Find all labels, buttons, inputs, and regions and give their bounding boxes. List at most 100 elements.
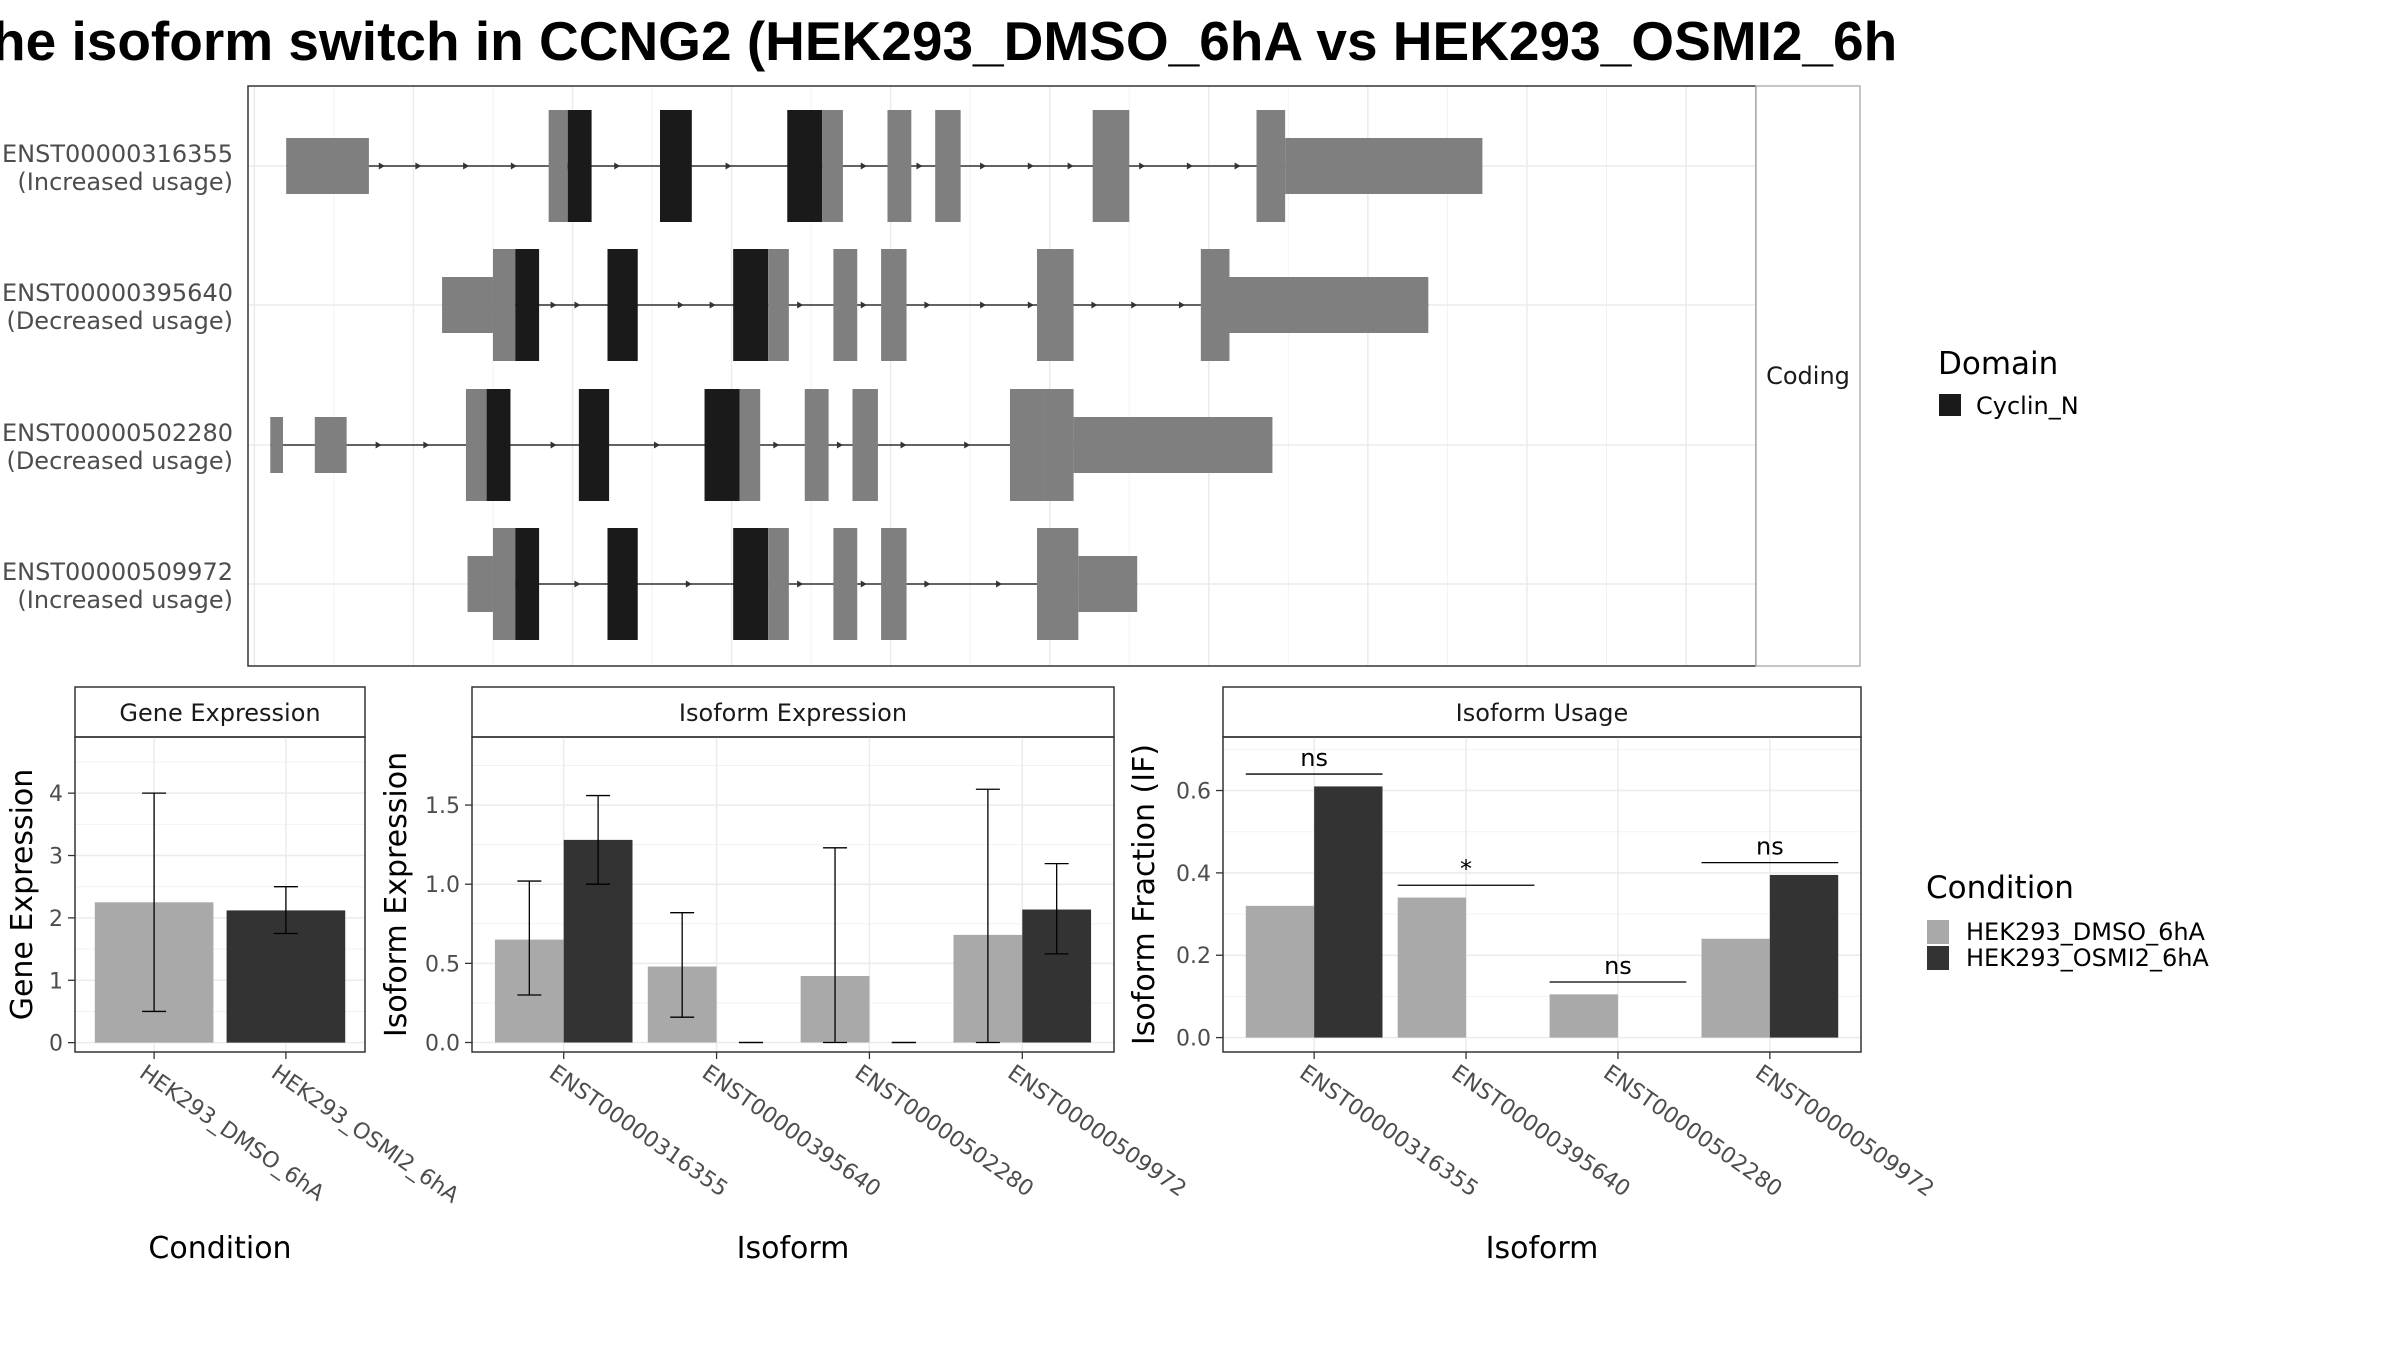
panel-strip-label: Isoform Expression (679, 699, 907, 727)
y-axis-title: Isoform Expression (379, 752, 414, 1037)
utr-exon (1073, 417, 1273, 473)
y-tick-label: 0.4 (1176, 862, 1211, 887)
panel-strip (1222, 686, 1862, 738)
y-tick-label: 0.2 (1176, 944, 1211, 969)
isoform-expression-panel: Isoform Expression0.00.51.01.5ENST000003… (379, 686, 1191, 1266)
y-axis-title: Gene Expression (5, 769, 40, 1021)
cyclin-domain-exon (578, 389, 610, 501)
cyclin-domain-exon (486, 389, 511, 501)
coding-exon (739, 389, 761, 501)
y-tick-label: 4 (49, 782, 63, 807)
domain-legend-label: Cyclin_N (1976, 392, 2079, 420)
intron-direction-arrow (550, 441, 557, 449)
utr-exon (467, 556, 493, 612)
y-tick-label: 1 (49, 969, 63, 994)
gene-expression-panel: Gene Expression01234HEK293_DMSO_6hAHEK29… (5, 686, 463, 1266)
intron-direction-arrow (510, 162, 517, 170)
cyclin-domain-exon (733, 528, 769, 640)
coding-exon (1036, 528, 1079, 640)
coding-exon (1044, 389, 1074, 501)
intron-direction-arrow (423, 441, 430, 449)
y-tick-label: 0.5 (425, 952, 460, 977)
coding-exon (1256, 110, 1286, 222)
coding-exon (1036, 249, 1074, 361)
transcript-id-label: ENST00000509972 (2, 558, 233, 586)
transcript-usage-label: (Increased usage) (17, 586, 233, 614)
y-tick-label: 1.5 (425, 794, 460, 819)
coding-exon (1009, 389, 1045, 501)
coding-exon (1092, 110, 1130, 222)
condition-legend-title: Condition (1926, 870, 2074, 906)
intron-direction-arrow (550, 301, 557, 309)
coding-strip-box (1755, 85, 1861, 667)
panel-border (471, 736, 1115, 1053)
cyclin-domain-exon (607, 249, 638, 361)
intron-direction-arrow (924, 580, 931, 588)
y-tick-label: 0 (49, 1032, 63, 1057)
bar-ENST00000316355 (1314, 786, 1383, 1038)
intron-direction-arrow (378, 162, 385, 170)
isoform-usage-panel: Isoform Usagens*nsns0.00.20.40.6ENST0000… (1127, 686, 1938, 1266)
condition-legend-key (1927, 946, 1949, 970)
intron-direction-arrow (685, 580, 692, 588)
intron-direction-arrow (653, 441, 660, 449)
x-axis-title: Isoform (1486, 1231, 1599, 1266)
intron-direction-arrow (836, 441, 843, 449)
coding-exon (887, 110, 912, 222)
coding-exon (1200, 249, 1230, 361)
legends: Domain Cyclin_N Condition HEK293_DMSO_6hAHE… (1926, 346, 2209, 972)
intron-direction-arrow (916, 162, 923, 170)
transcript-id-label: ENST00000502280 (2, 419, 233, 447)
coding-exon (833, 528, 858, 640)
bar-ENST00000509972 (1769, 874, 1839, 1038)
utr-exon (1285, 138, 1483, 194)
intron-direction-arrow (1178, 301, 1185, 309)
cyclin-domain-exon (704, 389, 740, 501)
intron-direction-arrow (1234, 162, 1241, 170)
intron-direction-arrow (677, 301, 684, 309)
intron-direction-arrow (415, 162, 422, 170)
intron-direction-arrow (924, 301, 931, 309)
coding-exon (492, 528, 516, 640)
intron-direction-arrow (574, 301, 581, 309)
transcript-row-ENST00000316355: ENST00000316355(Increased usage) (2, 110, 1483, 222)
transcript-row-ENST00000509972: ENST00000509972(Increased usage) (2, 528, 1138, 640)
intron-direction-arrow (725, 162, 732, 170)
intron-direction-arrow (1027, 301, 1034, 309)
coding-exon (852, 389, 878, 501)
y-tick-label: 0.0 (1176, 1027, 1211, 1052)
condition-legend-label: HEK293_OSMI2_6hA (1966, 944, 2209, 972)
transcript-id-label: ENST00000395640 (2, 279, 233, 307)
domain-legend-title: Domain (1938, 346, 2058, 382)
panel-border (74, 736, 366, 1053)
y-tick-label: 0.6 (1176, 780, 1211, 805)
utr-exon (270, 417, 283, 473)
significance-label: * (1460, 855, 1472, 883)
significance-label: ns (1300, 744, 1328, 772)
significance-label: ns (1756, 833, 1784, 861)
condition-legend-key (1927, 920, 1949, 944)
transcript-usage-label: (Decreased usage) (6, 307, 233, 335)
y-tick-label: 2 (49, 907, 63, 932)
coding-exon (833, 249, 858, 361)
intron-direction-arrow (860, 162, 867, 170)
coding-exon (768, 249, 789, 361)
condition-legend-label: HEK293_DMSO_6hA (1966, 918, 2206, 946)
coding-exon (822, 110, 843, 222)
intron-direction-arrow (996, 580, 1002, 588)
panel-border (1222, 736, 1862, 1053)
transcript-usage-label: (Increased usage) (17, 168, 233, 196)
intron-direction-arrow (614, 162, 621, 170)
intron-direction-arrow (1091, 301, 1098, 309)
intron-direction-arrow (574, 580, 581, 588)
intron-direction-arrow (860, 580, 867, 588)
utr-exon (1229, 277, 1429, 333)
intron-direction-arrow (1131, 301, 1138, 309)
cyclin-domain-exon (659, 110, 692, 222)
utr-exon (314, 417, 347, 473)
coding-exon (881, 249, 907, 361)
coding-exon (881, 528, 907, 640)
bar-ENST00000395640 (1397, 897, 1467, 1038)
